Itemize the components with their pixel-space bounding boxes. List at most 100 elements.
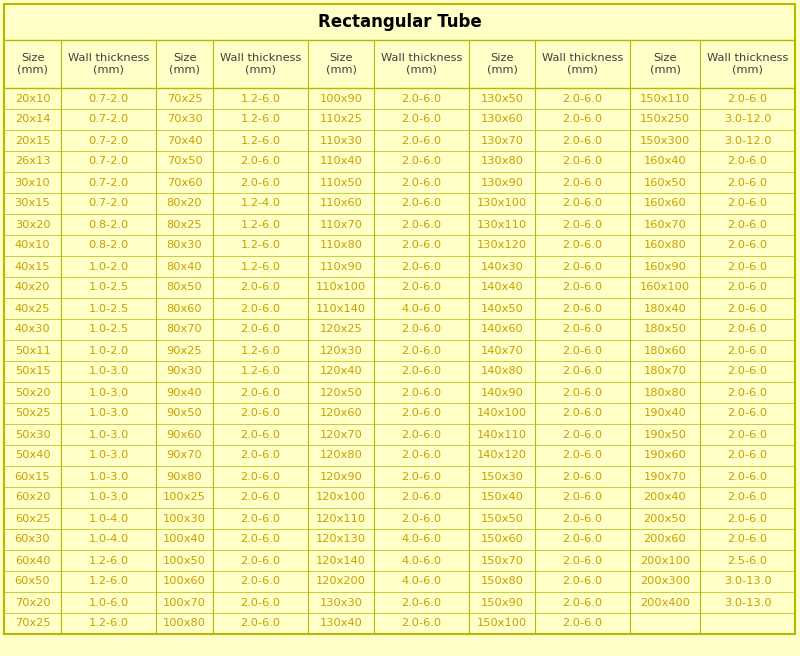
- Text: 2.0-6.0: 2.0-6.0: [402, 325, 442, 335]
- Text: 2.0-6.0: 2.0-6.0: [727, 367, 767, 377]
- Text: 190x60: 190x60: [643, 451, 686, 461]
- Text: 140x120: 140x120: [477, 451, 527, 461]
- Text: 150x50: 150x50: [481, 514, 523, 523]
- Text: 2.0-6.0: 2.0-6.0: [241, 304, 281, 314]
- Text: Size
(mm): Size (mm): [326, 53, 357, 75]
- Text: 160x80: 160x80: [643, 241, 686, 251]
- Text: 150x110: 150x110: [640, 94, 690, 104]
- Text: 2.0-6.0: 2.0-6.0: [402, 388, 442, 398]
- Text: 70x50: 70x50: [166, 157, 202, 167]
- Text: 90x70: 90x70: [166, 451, 202, 461]
- Text: 2.0-6.0: 2.0-6.0: [241, 388, 281, 398]
- Text: 70x25: 70x25: [166, 94, 202, 104]
- Text: 120x50: 120x50: [319, 388, 362, 398]
- Text: 70x25: 70x25: [14, 619, 50, 628]
- Text: 2.0-6.0: 2.0-6.0: [241, 409, 281, 419]
- Text: 4.0-6.0: 4.0-6.0: [402, 556, 442, 565]
- Text: 2.0-6.0: 2.0-6.0: [402, 94, 442, 104]
- Text: 2.0-6.0: 2.0-6.0: [727, 451, 767, 461]
- Text: 110x70: 110x70: [319, 220, 362, 230]
- Text: 100x70: 100x70: [163, 598, 206, 607]
- Text: 160x90: 160x90: [643, 262, 686, 272]
- Text: 100x90: 100x90: [319, 94, 362, 104]
- Text: 50x40: 50x40: [14, 451, 50, 461]
- Text: 2.0-6.0: 2.0-6.0: [727, 388, 767, 398]
- Text: Wall thickness
(mm): Wall thickness (mm): [220, 53, 301, 75]
- Text: 2.0-6.0: 2.0-6.0: [402, 262, 442, 272]
- Text: 2.0-6.0: 2.0-6.0: [402, 493, 442, 502]
- Text: 20x15: 20x15: [14, 136, 50, 146]
- Text: 90x40: 90x40: [166, 388, 202, 398]
- Text: 1.0-4.0: 1.0-4.0: [88, 535, 129, 544]
- Text: 1.2-6.0: 1.2-6.0: [89, 556, 129, 565]
- Text: 180x70: 180x70: [643, 367, 686, 377]
- Text: 200x400: 200x400: [640, 598, 690, 607]
- Text: 30x15: 30x15: [14, 199, 50, 209]
- Text: 140x40: 140x40: [481, 283, 523, 293]
- Text: 2.0-6.0: 2.0-6.0: [241, 535, 281, 544]
- Text: 2.0-6.0: 2.0-6.0: [562, 472, 602, 482]
- Text: 2.0-6.0: 2.0-6.0: [402, 514, 442, 523]
- Text: 2.0-6.0: 2.0-6.0: [402, 241, 442, 251]
- Text: 4.0-6.0: 4.0-6.0: [402, 577, 442, 586]
- Text: 2.0-6.0: 2.0-6.0: [727, 262, 767, 272]
- Text: 70x30: 70x30: [166, 115, 202, 125]
- Text: 1.0-3.0: 1.0-3.0: [88, 472, 129, 482]
- Text: 2.0-6.0: 2.0-6.0: [402, 136, 442, 146]
- Text: 130x50: 130x50: [481, 94, 523, 104]
- Text: 90x25: 90x25: [166, 346, 202, 356]
- Text: 120x70: 120x70: [319, 430, 362, 440]
- Text: 1.2-6.0: 1.2-6.0: [241, 241, 281, 251]
- Text: 80x50: 80x50: [166, 283, 202, 293]
- Text: 2.0-6.0: 2.0-6.0: [241, 157, 281, 167]
- Text: 2.0-6.0: 2.0-6.0: [402, 115, 442, 125]
- Text: 2.0-6.0: 2.0-6.0: [727, 304, 767, 314]
- Text: 2.0-6.0: 2.0-6.0: [727, 94, 767, 104]
- Text: 2.0-6.0: 2.0-6.0: [562, 577, 602, 586]
- Text: 110x50: 110x50: [319, 178, 362, 188]
- Text: 0.8-2.0: 0.8-2.0: [88, 241, 129, 251]
- Text: 160x50: 160x50: [643, 178, 686, 188]
- Text: 1.0-2.5: 1.0-2.5: [88, 325, 129, 335]
- Text: 3.0-13.0: 3.0-13.0: [724, 577, 771, 586]
- Text: 2.0-6.0: 2.0-6.0: [562, 178, 602, 188]
- Text: 180x60: 180x60: [643, 346, 686, 356]
- Text: 160x60: 160x60: [644, 199, 686, 209]
- Text: 1.2-6.0: 1.2-6.0: [241, 346, 281, 356]
- Text: 100x60: 100x60: [163, 577, 206, 586]
- Text: 130x120: 130x120: [477, 241, 527, 251]
- Text: 2.0-6.0: 2.0-6.0: [727, 325, 767, 335]
- Text: 0.7-2.0: 0.7-2.0: [88, 136, 129, 146]
- Text: 150x80: 150x80: [481, 577, 523, 586]
- Text: 50x11: 50x11: [14, 346, 50, 356]
- Text: Wall thickness
(mm): Wall thickness (mm): [68, 53, 149, 75]
- Text: 70x60: 70x60: [166, 178, 202, 188]
- Text: 2.0-6.0: 2.0-6.0: [562, 598, 602, 607]
- Text: 2.0-6.0: 2.0-6.0: [402, 157, 442, 167]
- Text: 120x100: 120x100: [316, 493, 366, 502]
- Text: 100x80: 100x80: [163, 619, 206, 628]
- Text: 190x40: 190x40: [643, 409, 686, 419]
- Text: 100x50: 100x50: [163, 556, 206, 565]
- Text: 2.0-6.0: 2.0-6.0: [727, 472, 767, 482]
- Text: 2.0-6.0: 2.0-6.0: [562, 514, 602, 523]
- Text: 180x50: 180x50: [643, 325, 686, 335]
- Text: 110x25: 110x25: [319, 115, 362, 125]
- Text: 150x40: 150x40: [481, 493, 523, 502]
- Text: 2.0-6.0: 2.0-6.0: [727, 430, 767, 440]
- Text: 2.0-6.0: 2.0-6.0: [562, 115, 602, 125]
- Text: 2.0-6.0: 2.0-6.0: [562, 199, 602, 209]
- Text: 60x25: 60x25: [14, 514, 50, 523]
- Text: 130x100: 130x100: [477, 199, 527, 209]
- Text: 2.0-6.0: 2.0-6.0: [727, 283, 767, 293]
- Text: 150x70: 150x70: [481, 556, 523, 565]
- Text: 120x110: 120x110: [316, 514, 366, 523]
- Text: 2.0-6.0: 2.0-6.0: [727, 409, 767, 419]
- Text: 2.0-6.0: 2.0-6.0: [241, 556, 281, 565]
- Text: 90x30: 90x30: [166, 367, 202, 377]
- Text: 160x100: 160x100: [640, 283, 690, 293]
- Text: 50x15: 50x15: [14, 367, 50, 377]
- Text: 130x110: 130x110: [477, 220, 527, 230]
- Text: 90x60: 90x60: [166, 430, 202, 440]
- Text: 40x10: 40x10: [14, 241, 50, 251]
